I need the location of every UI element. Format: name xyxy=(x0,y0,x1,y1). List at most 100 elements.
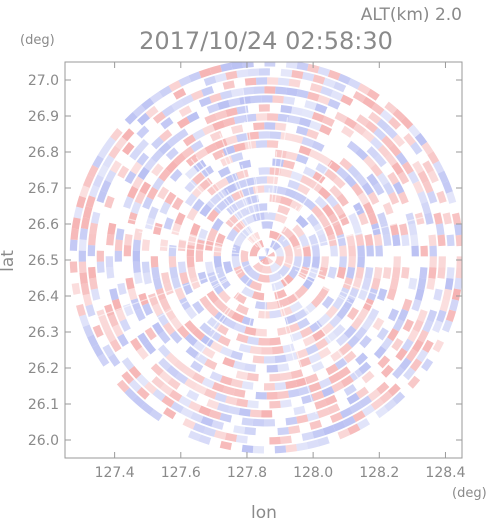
radar-echo-segment xyxy=(105,95,428,418)
radial-gap xyxy=(294,269,310,278)
radial-gap xyxy=(158,245,241,255)
radial-gap xyxy=(205,270,243,295)
radar-echo-segment xyxy=(168,158,365,355)
radar-echo-segment xyxy=(168,158,365,355)
radar-echo-segment xyxy=(213,203,320,310)
y-axis-label: lat xyxy=(0,250,18,272)
radial-gap xyxy=(281,305,317,415)
radar-echo-segment xyxy=(69,62,462,454)
radar-echo-segment xyxy=(105,95,428,418)
radial-gap xyxy=(271,151,278,205)
radar-echo-segment xyxy=(195,185,338,328)
radial-gap xyxy=(195,156,264,251)
radial-gap xyxy=(196,258,261,291)
radial-gap xyxy=(190,158,267,257)
radial-gap xyxy=(310,209,360,236)
radar-echo-segment xyxy=(249,239,284,274)
radial-gap xyxy=(305,274,373,307)
radar-echo-segment xyxy=(249,239,284,274)
x-tick-label: 128.2 xyxy=(359,465,399,481)
radar-echo-segment xyxy=(258,248,275,265)
y-tick-label: 26.8 xyxy=(28,145,59,161)
radial-gap xyxy=(210,277,252,332)
x-tick-label: 128.0 xyxy=(293,465,333,481)
radial-gap xyxy=(267,188,270,214)
radar-echo-segment xyxy=(114,104,419,409)
radar-echo-segment xyxy=(78,68,455,445)
radar-echo-segment xyxy=(168,158,365,355)
radar-echo-segment xyxy=(231,221,302,292)
radar-echo-segment xyxy=(159,149,374,364)
radial-gap xyxy=(124,217,236,249)
radar-echo-segment xyxy=(186,176,347,337)
radar-echo-segment xyxy=(150,140,383,373)
chart-title: 2017/10/24 02:58:30 xyxy=(139,27,393,55)
radar-echo-segment xyxy=(186,176,347,337)
radial-gap xyxy=(259,260,264,265)
radar-echo-segment xyxy=(231,221,302,292)
radial-gap xyxy=(298,273,358,308)
radar-echo-segment xyxy=(96,86,437,427)
radar-echo-segment xyxy=(150,140,383,373)
altitude-label: ALT(km) 2.0 xyxy=(361,5,462,25)
radial-gap xyxy=(273,284,297,368)
y-tick-label: 26.0 xyxy=(28,433,59,449)
radar-echo-segment xyxy=(87,77,446,436)
radar-echo-segment xyxy=(213,203,320,310)
radar-echo-segment xyxy=(240,230,293,283)
radial-gap xyxy=(180,172,258,248)
radial-gap xyxy=(280,275,307,312)
y-tick-label: 26.4 xyxy=(28,289,59,305)
y-tick-label: 26.1 xyxy=(28,397,59,413)
radar-echo-segment xyxy=(222,212,311,301)
radar-echo-segment xyxy=(96,86,437,427)
radar-echo-segment xyxy=(96,86,437,427)
x-tick-label: 127.6 xyxy=(161,465,201,481)
radar-echo-segment xyxy=(96,86,437,427)
radial-gap xyxy=(241,164,258,221)
x-tick-label: 128.4 xyxy=(425,465,465,481)
radial-gap xyxy=(244,121,268,255)
radar-echo-segment xyxy=(132,122,401,391)
radar-echo-segment xyxy=(204,194,329,319)
radar-echo-segment xyxy=(258,248,275,265)
radial-gap xyxy=(283,161,333,233)
y-unit-label: (deg) xyxy=(20,33,55,48)
radial-gap xyxy=(221,152,248,210)
radar-echo-segment xyxy=(150,140,383,373)
radial-gap xyxy=(241,80,260,200)
radar-echo-segment xyxy=(186,176,347,337)
radar-echo-segment xyxy=(249,239,284,274)
radar-echo-segment xyxy=(78,68,455,445)
y-tick-label: 26.2 xyxy=(28,361,59,377)
x-tick-label: 127.4 xyxy=(95,465,135,481)
radar-echo-segment xyxy=(186,176,347,337)
radar-echo-segment xyxy=(213,203,320,310)
radial-gap xyxy=(274,117,289,202)
radar-echo-segment xyxy=(159,149,374,364)
radar-field xyxy=(69,62,462,454)
radar-echo-segment xyxy=(150,140,383,373)
radar-echo-segment xyxy=(69,62,462,454)
radar-echo-segment xyxy=(231,221,302,292)
radar-echo-segment xyxy=(132,122,401,391)
radar-echo-segment xyxy=(258,248,275,265)
x-unit-label: (deg) xyxy=(452,486,487,501)
radar-echo-segment xyxy=(240,230,293,283)
radar-echo-segment xyxy=(177,167,356,346)
radar-echo-segment xyxy=(114,104,419,409)
radial-gap xyxy=(307,266,323,272)
y-tick-label: 26.9 xyxy=(28,109,59,125)
radar-echo-segment xyxy=(204,194,329,319)
radar-echo-segment xyxy=(105,95,428,418)
radar-echo-segment xyxy=(123,113,410,400)
radar-echo-segment xyxy=(258,248,275,265)
radial-gap xyxy=(271,206,298,249)
radar-echo-segment xyxy=(132,122,401,391)
radial-gap xyxy=(282,237,287,242)
radar-echo-segment xyxy=(195,185,338,328)
radar-echo-segment xyxy=(105,95,428,418)
x-axis-label: lon xyxy=(251,503,277,521)
radial-gap xyxy=(248,311,254,326)
